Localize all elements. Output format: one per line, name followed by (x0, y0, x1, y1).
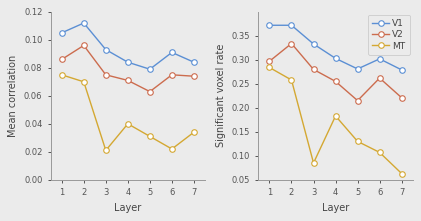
X-axis label: Layer: Layer (114, 203, 141, 213)
Legend: V1, V2, MT: V1, V2, MT (368, 15, 410, 55)
Y-axis label: Significant voxel rate: Significant voxel rate (216, 44, 226, 147)
Y-axis label: Mean correlation: Mean correlation (8, 55, 19, 137)
X-axis label: Layer: Layer (322, 203, 349, 213)
